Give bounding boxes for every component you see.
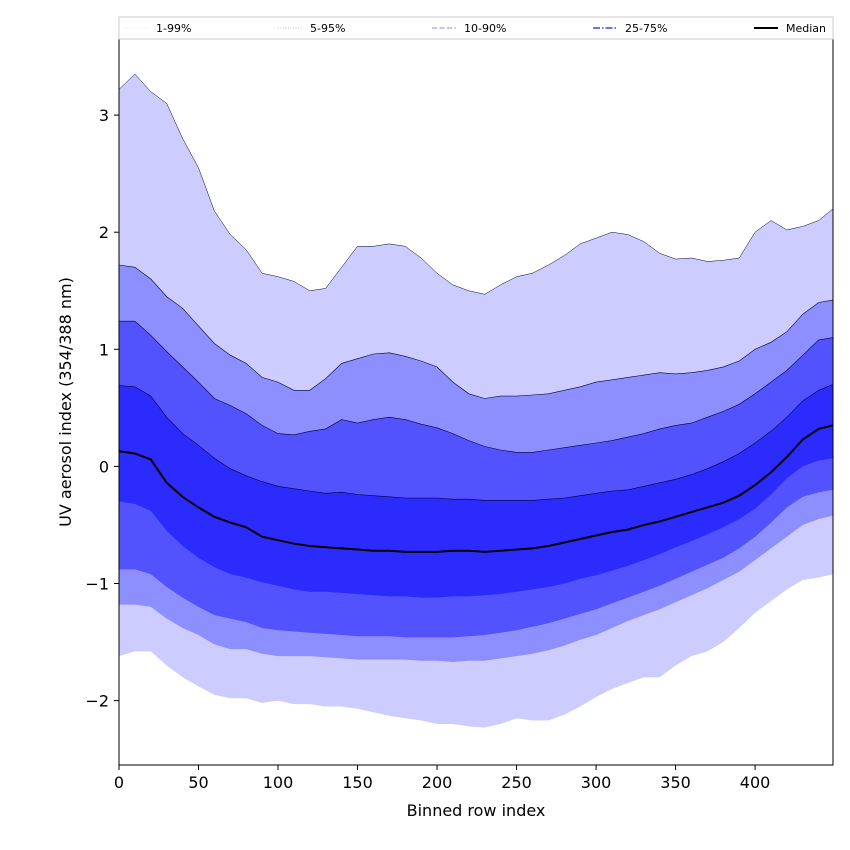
- legend-label: 1-99%: [156, 22, 191, 35]
- legend-label: 25-75%: [625, 22, 667, 35]
- x-axis: 0 50 100 150 200 250 300 350 400: [114, 765, 770, 792]
- legend-box: [118, 16, 834, 40]
- y-tick-label: 0: [99, 457, 109, 476]
- legend-label: Median: [786, 22, 826, 35]
- x-axis-title: Binned row index: [407, 801, 546, 820]
- y-axis: −2 −1 0 1 2 3: [85, 106, 119, 711]
- x-tick-label: 100: [263, 773, 294, 792]
- band-layer: [118, 73, 834, 728]
- x-tick-label: 50: [188, 773, 208, 792]
- band-edge-5-95pct: [118, 264, 834, 399]
- x-tick-label: 250: [501, 773, 532, 792]
- x-tick-label: 150: [342, 773, 373, 792]
- y-tick-label: −1: [85, 575, 109, 594]
- band-edge-25-75pct: [118, 384, 834, 501]
- legend: 1-99% 5-95% 10-90% 25-75% Median: [118, 16, 834, 40]
- x-tick-label: 400: [740, 773, 771, 792]
- y-tick-label: 1: [99, 340, 109, 359]
- band-edge-10-90pct: [119, 320, 834, 453]
- median-layer: [118, 424, 834, 553]
- x-tick-label: 200: [422, 773, 453, 792]
- y-tick-label: 2: [99, 223, 109, 242]
- legend-label: 5-95%: [310, 22, 345, 35]
- median-line: [118, 424, 834, 553]
- x-tick-label: 300: [581, 773, 612, 792]
- y-axis-title: UV aerosol index (354/388 nm): [56, 277, 75, 527]
- legend-label: 10-90%: [464, 22, 506, 35]
- y-tick-label: −2: [85, 692, 109, 711]
- x-tick-label: 0: [114, 773, 124, 792]
- y-tick-label: 3: [99, 106, 109, 125]
- x-tick-label: 350: [660, 773, 691, 792]
- band-edge-1-99pct: [118, 73, 834, 295]
